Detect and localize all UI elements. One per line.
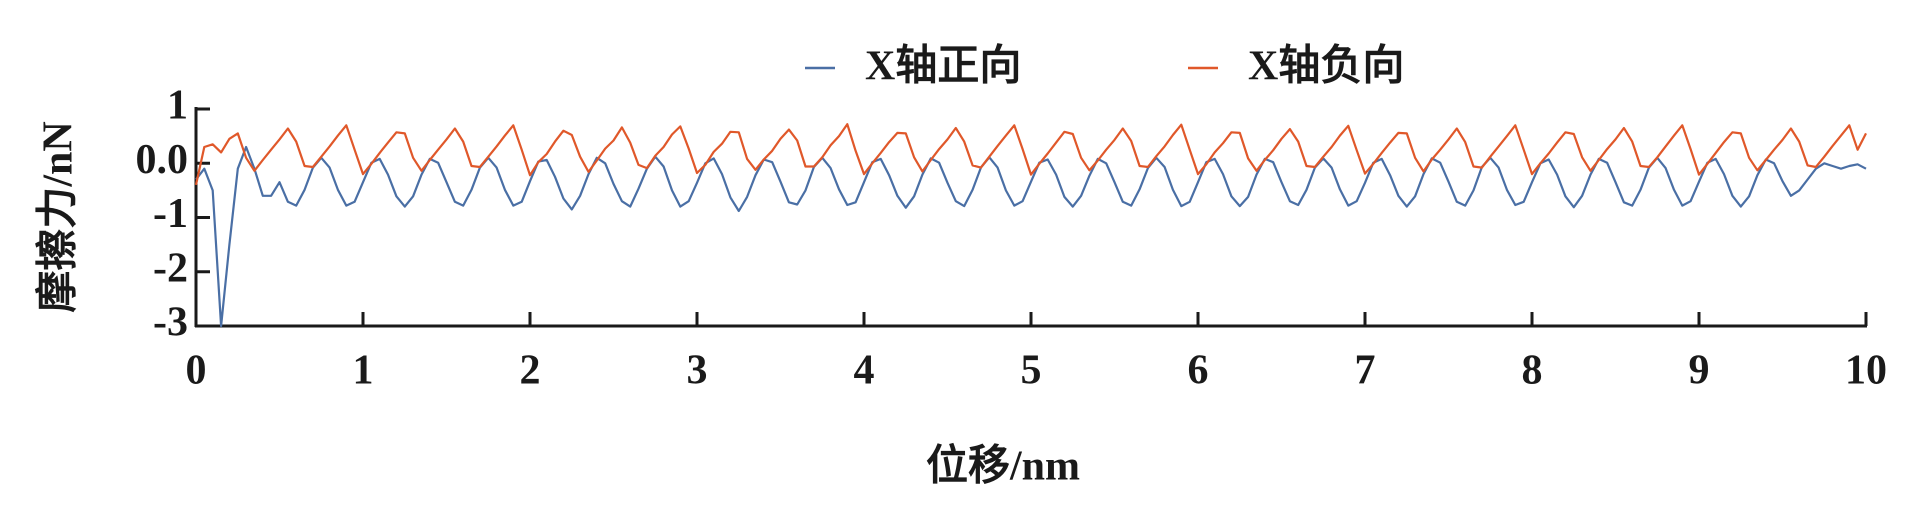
x-tick-label: 6 — [1188, 348, 1209, 394]
series-line — [194, 123, 1867, 186]
series-line — [195, 145, 1867, 328]
x-tick-label: 8 — [1522, 348, 1543, 394]
y-tick-label: 0.0 — [136, 137, 189, 183]
y-tick-label: -1 — [153, 191, 188, 237]
x-tick-label: 9 — [1689, 348, 1710, 394]
x-tick-label: 7 — [1355, 348, 1376, 394]
legend-label: X轴负向 — [1248, 43, 1404, 90]
x-tick-label: 1 — [353, 348, 374, 394]
y-axis-label: 摩擦力/nN — [35, 121, 82, 312]
y-tick-label: -3 — [153, 300, 188, 346]
x-tick-label: 3 — [687, 348, 708, 394]
x-tick-label: 4 — [854, 348, 875, 394]
y-tick-label: 1 — [167, 83, 188, 129]
x-tick-label: 5 — [1021, 348, 1042, 394]
x-axis-label: 位移/nm — [926, 443, 1080, 490]
legend-label: X轴正向 — [865, 43, 1021, 90]
y-tick-label: -2 — [153, 245, 188, 291]
x-tick-label: 0 — [186, 348, 207, 394]
x-tick-label: 2 — [520, 348, 541, 394]
x-tick-label: 10 — [1845, 348, 1887, 394]
